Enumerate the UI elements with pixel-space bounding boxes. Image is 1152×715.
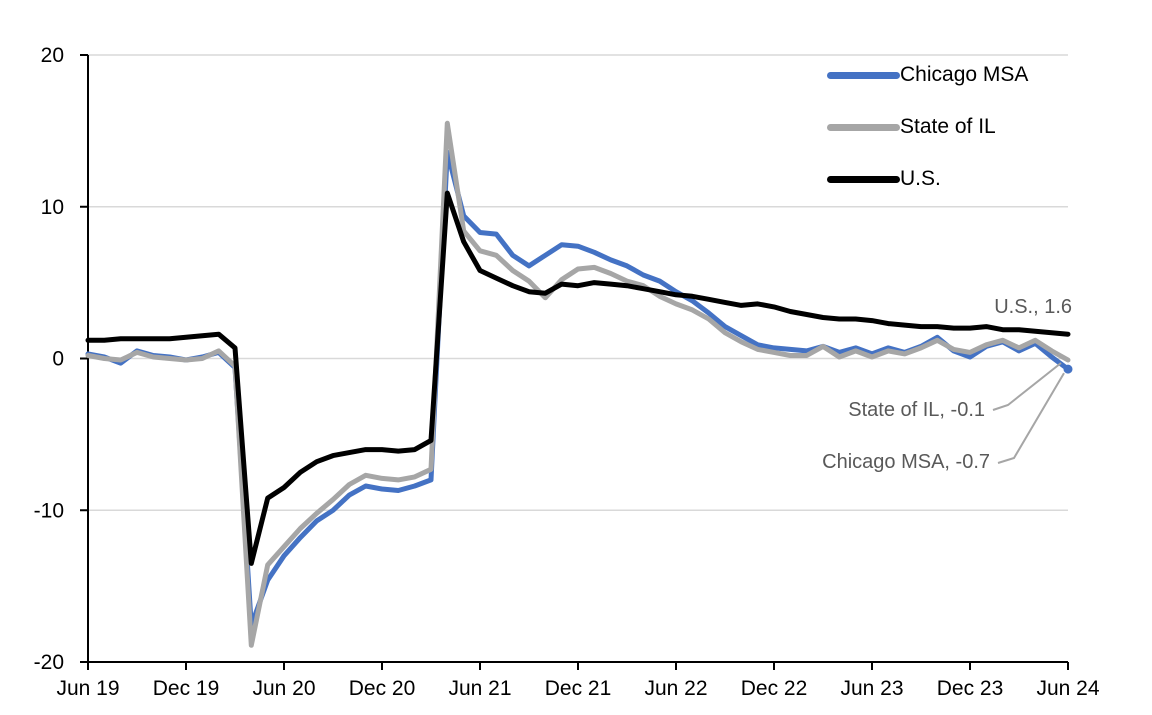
legend-label-chicago-msa: Chicago MSA bbox=[900, 63, 1029, 86]
legend-swatch-state-of-il bbox=[827, 123, 900, 131]
annotation-us-end-value: U.S., 1.6 bbox=[994, 296, 1072, 318]
y-tick-label: -10 bbox=[34, 499, 64, 522]
x-tick-label: Dec 21 bbox=[545, 677, 612, 700]
x-tick-label: Jun 22 bbox=[644, 677, 707, 700]
legend-swatch-us bbox=[827, 175, 900, 183]
x-tick-label: Dec 22 bbox=[741, 677, 808, 700]
x-tick-label: Jun 21 bbox=[448, 677, 511, 700]
end-marker-chicago-msa bbox=[1063, 364, 1073, 374]
legend-item-state-of-il: State of IL bbox=[827, 115, 1028, 139]
legend: Chicago MSA State of IL U.S. bbox=[827, 63, 1028, 191]
leader-line-chicago-msa bbox=[997, 372, 1065, 464]
y-tick-label: 20 bbox=[41, 44, 64, 67]
x-tick-label: Jun 19 bbox=[56, 677, 119, 700]
series-line-state-of-il bbox=[85, 120, 1071, 648]
annotation-state-of-il-end-value: State of IL, -0.1 bbox=[848, 399, 985, 421]
annotation-chicago-msa-end-value: Chicago MSA, -0.7 bbox=[822, 451, 990, 473]
x-tick-label: Dec 23 bbox=[937, 677, 1004, 700]
y-tick-label: 10 bbox=[41, 196, 64, 219]
x-tick-label: Jun 23 bbox=[840, 677, 903, 700]
x-tick-label: Jun 20 bbox=[252, 677, 315, 700]
legend-swatch-chicago-msa bbox=[827, 71, 900, 79]
x-tick-label: Dec 20 bbox=[349, 677, 416, 700]
legend-item-us: U.S. bbox=[827, 167, 1028, 191]
series-line-u-s bbox=[85, 190, 1071, 566]
legend-label-state-of-il: State of IL bbox=[900, 115, 996, 138]
x-tick-label: Dec 19 bbox=[153, 677, 220, 700]
x-tick-label: Jun 24 bbox=[1036, 677, 1099, 700]
y-tick-label: -20 bbox=[34, 651, 64, 674]
legend-label-us: U.S. bbox=[900, 167, 941, 190]
leader-line-state-of-il bbox=[992, 362, 1062, 411]
legend-item-chicago-msa: Chicago MSA bbox=[827, 63, 1028, 87]
y-tick-label: 0 bbox=[52, 348, 64, 371]
